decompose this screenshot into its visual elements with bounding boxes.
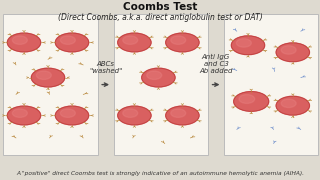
Circle shape xyxy=(123,36,138,44)
Circle shape xyxy=(147,71,162,79)
Circle shape xyxy=(142,68,175,87)
Circle shape xyxy=(171,109,186,117)
Circle shape xyxy=(166,33,199,52)
Circle shape xyxy=(36,71,51,79)
Circle shape xyxy=(239,94,255,103)
Text: (Direct Coombs, a.k.a. direct antiglobulin test or DAT): (Direct Coombs, a.k.a. direct antiglobul… xyxy=(58,14,262,22)
Circle shape xyxy=(12,109,27,117)
Circle shape xyxy=(118,33,151,52)
FancyBboxPatch shape xyxy=(114,14,208,155)
Circle shape xyxy=(281,46,296,54)
Circle shape xyxy=(123,109,138,117)
Circle shape xyxy=(118,106,151,125)
Circle shape xyxy=(55,106,89,125)
Circle shape xyxy=(276,96,309,115)
Circle shape xyxy=(7,106,41,125)
Circle shape xyxy=(281,99,296,107)
Circle shape xyxy=(60,109,75,117)
Circle shape xyxy=(60,36,75,44)
Circle shape xyxy=(31,68,65,87)
Text: A "positive" direct Coombs test is strongly indicative of an autoimmune hemolyti: A "positive" direct Coombs test is stron… xyxy=(16,170,304,175)
Circle shape xyxy=(234,92,269,111)
Circle shape xyxy=(171,36,186,44)
FancyBboxPatch shape xyxy=(3,14,98,155)
Text: Anti IgG
and C3
Ab added: Anti IgG and C3 Ab added xyxy=(199,54,233,74)
Circle shape xyxy=(12,36,27,44)
Text: Coombs Test: Coombs Test xyxy=(123,2,197,12)
Circle shape xyxy=(276,43,309,62)
Circle shape xyxy=(7,33,41,52)
Circle shape xyxy=(166,106,199,125)
FancyBboxPatch shape xyxy=(224,14,318,155)
Text: ABCs
"washed": ABCs "washed" xyxy=(89,61,122,74)
Circle shape xyxy=(55,33,89,52)
Circle shape xyxy=(236,39,251,47)
Circle shape xyxy=(231,36,265,55)
